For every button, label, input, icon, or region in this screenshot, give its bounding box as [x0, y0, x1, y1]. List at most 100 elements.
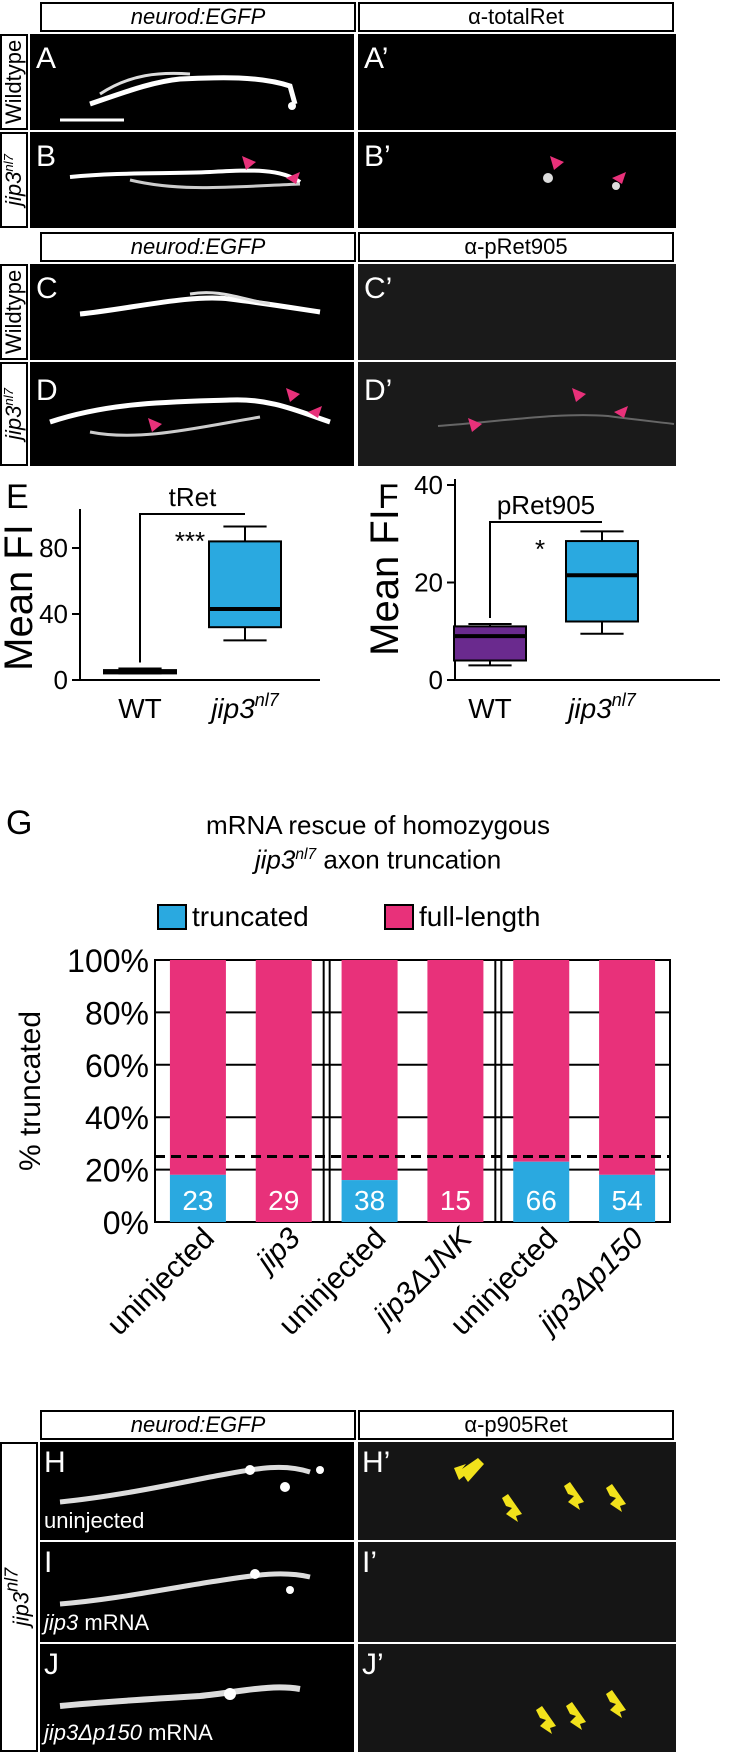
y-tick-label: 80%: [85, 995, 149, 1031]
micrograph-j-prime: J’: [358, 1644, 676, 1752]
n-label: 15: [440, 1185, 471, 1216]
caption-j: jip3Δp150 mRNA: [44, 1720, 213, 1745]
y-tick-label: 40: [39, 599, 68, 629]
row-label-wildtype-2: Wildtype: [0, 264, 28, 360]
y-tick-label: 0: [54, 665, 68, 695]
bar-truncated: [169, 1174, 226, 1222]
panel-letter-f: F: [378, 478, 399, 516]
y-tick-label: 100%: [67, 943, 149, 979]
x-tick-label: WT: [118, 693, 162, 724]
y-tick-label: 40: [414, 470, 443, 500]
arrowhead-b-1: [242, 156, 256, 170]
micrograph-h: H uninjected: [40, 1442, 354, 1540]
bar-truncated: [513, 1161, 570, 1222]
boxplot-tret: Mean FI 0 40 80 WT jip3nl7 tRet ***: [0, 482, 320, 724]
box-0: [453, 625, 527, 662]
x-tick-label: jip3nl7: [564, 690, 637, 724]
micrograph-a-prime: A’: [358, 34, 676, 130]
panel-letter-c: C: [36, 272, 58, 305]
n-label: 54: [612, 1185, 643, 1216]
chart-title: tRet: [169, 482, 217, 512]
box-1: [208, 540, 282, 629]
bar-full-length: [599, 960, 656, 1175]
header-p905ret: α-p905Ret: [358, 1410, 674, 1440]
arrow-h-prime-3: [564, 1482, 584, 1510]
micrograph-c-prime: C’: [358, 264, 676, 360]
y-tick-label: 20%: [85, 1153, 149, 1189]
n-label: 66: [526, 1185, 557, 1216]
arrowhead-d-prime-2: [572, 388, 586, 402]
y-axis-label: % truncated: [14, 1011, 47, 1171]
y-tick-label: 80: [39, 533, 68, 563]
arrowhead-b-prime-2: [612, 172, 626, 184]
bar-full-length: [255, 960, 312, 1222]
y-axis-label: Mean FI: [0, 524, 41, 671]
x-tick-label: jip3: [248, 1221, 307, 1280]
x-tick-label: WT: [468, 693, 512, 724]
bar-truncated: [341, 1180, 398, 1222]
n-label: 38: [354, 1185, 385, 1216]
panel-letter-j-prime: J’: [362, 1648, 384, 1681]
chart-g-title: mRNA rescue of homozygous jip3nl7 axon t…: [206, 810, 550, 875]
caption-h: uninjected: [44, 1508, 145, 1533]
bar-full-length: [169, 960, 226, 1175]
micrograph-i: I jip3 mRNA: [40, 1542, 354, 1642]
arrow-j-prime-3: [606, 1690, 626, 1718]
arrow-h-prime-2: [502, 1494, 522, 1522]
row-label-mutant-2: jip3nl7: [0, 362, 28, 466]
row-label-mutant-1: jip3nl7: [0, 132, 28, 228]
header-neurod-egfp-3: neurod:EGFP: [40, 1410, 356, 1440]
arrowhead-d-2: [286, 388, 300, 402]
significance-marker: *: [535, 534, 545, 564]
panel-letter-d: D: [36, 374, 58, 407]
panel-letter-d-prime: D’: [364, 374, 393, 407]
stacked-bar-rescue: truncated full-length % truncated 0% 20% 40% 6…: [14, 901, 671, 1342]
arrowhead-b-2: [286, 172, 300, 184]
boxplot-pret905: Mean FI 0 20 40 WT jip3nl7 pRet905 *: [370, 470, 720, 724]
bar-full-length: [513, 960, 570, 1162]
chart-title: pRet905: [497, 490, 595, 520]
panel-letter-j: J: [44, 1648, 59, 1681]
significance-bracket: [139, 513, 245, 663]
arrowhead-d-prime-3: [614, 406, 628, 418]
y-axis-label: Mean FI: [370, 509, 407, 656]
arrowhead-d-1: [148, 418, 162, 432]
panel-letter-h: H: [44, 1446, 66, 1479]
y-tick-label: 40%: [85, 1100, 149, 1136]
row-label-wildtype-1: Wildtype: [0, 34, 28, 130]
header-pret905: α-pRet905: [358, 232, 674, 262]
n-label: 29: [268, 1185, 299, 1216]
x-tick-label: jip3nl7: [207, 690, 280, 724]
panel-letter-c-prime: C’: [364, 272, 393, 305]
panel-letter-a-prime: A’: [364, 42, 389, 75]
micrograph-c: C: [30, 264, 354, 360]
micrograph-d: D: [30, 362, 354, 466]
y-tick-label: 0: [429, 665, 443, 695]
micrograph-d-prime: D’: [358, 362, 676, 466]
arrow-j-prime-2: [566, 1702, 586, 1730]
arrow-j-prime-1: [536, 1706, 556, 1734]
panel-letter-g: G: [6, 804, 33, 842]
header-neurod-egfp-1: neurod:EGFP: [40, 2, 356, 32]
y-tick-label: 20: [414, 568, 443, 598]
panel-letter-b-prime: B’: [364, 140, 391, 173]
header-totalret: α-totalRet: [358, 2, 674, 32]
arrowhead-d-3: [308, 406, 322, 418]
arrowhead-b-prime-1: [550, 156, 564, 170]
n-label: 23: [182, 1185, 213, 1216]
legend-swatch-truncated: [157, 904, 187, 930]
y-tick-label: 0%: [103, 1205, 149, 1241]
legend-swatch-full-length: [384, 904, 414, 930]
box-1: [565, 540, 639, 623]
micrograph-b: B: [30, 132, 354, 228]
micrograph-b-prime: B’: [358, 132, 676, 228]
plot-frame: [154, 959, 671, 1223]
bar-truncated: [599, 1174, 656, 1222]
arrowhead-d-prime-1: [468, 418, 482, 432]
panel-letter-b: B: [36, 140, 57, 173]
micrograph-i-prime: I’: [358, 1542, 676, 1642]
significance-marker: ***: [175, 526, 205, 556]
panel-letter-i: I: [44, 1546, 53, 1579]
legend-label-full-length: full-length: [419, 901, 540, 932]
row-label-mutant-3: jip3nl7: [0, 1442, 38, 1752]
